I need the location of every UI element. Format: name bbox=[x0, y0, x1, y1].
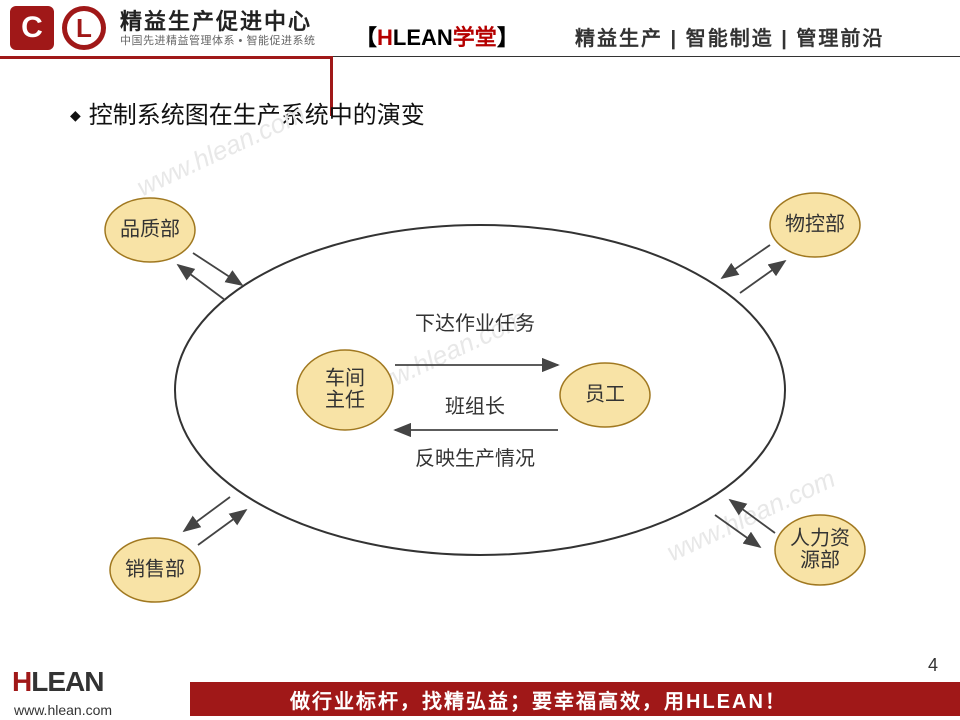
svg-text:主任: 主任 bbox=[325, 388, 365, 411]
hlean-school-label: 【HLEAN学堂】 bbox=[355, 20, 519, 52]
header-rule-right bbox=[333, 56, 960, 57]
svg-text:品质部: 品质部 bbox=[120, 217, 180, 240]
header-rule-left bbox=[0, 56, 330, 59]
page-number: 4 bbox=[928, 655, 938, 676]
school-h: H bbox=[377, 25, 393, 50]
svg-text:人力资: 人力资 bbox=[790, 526, 850, 549]
logo-ring-icon: L bbox=[62, 6, 106, 50]
bracket-open: 【 bbox=[355, 25, 377, 50]
control-system-diagram: 品质部 物控部销售部 人力资源部 车间主任 员工 下达作业任务班组长反映生产情况 bbox=[50, 145, 910, 620]
footer-logo-rest: LEAN bbox=[31, 666, 103, 697]
slide-title: 控制系统图在生产系统中的演变 bbox=[70, 95, 425, 130]
svg-text:车间: 车间 bbox=[325, 366, 365, 389]
brand-subtitle: 中国先进精益管理体系 • 智能促进系统 bbox=[120, 32, 315, 48]
footer-slogan-bar: 做行业标杆，找精弘益；要幸福高效，用HLEAN！ bbox=[190, 682, 960, 716]
footer-logo-h: H bbox=[12, 666, 31, 697]
svg-text:物控部: 物控部 bbox=[785, 212, 845, 235]
diagram-svg: 品质部 物控部销售部 人力资源部 车间主任 员工 下达作业任务班组长反映生产情况 bbox=[50, 145, 910, 620]
svg-text:下达作业任务: 下达作业任务 bbox=[415, 312, 535, 335]
svg-text:源部: 源部 bbox=[800, 548, 840, 571]
school-lean: LEAN bbox=[393, 25, 453, 50]
header: C L 精益生产促进中心 中国先进精益管理体系 • 智能促进系统 【HLEAN学… bbox=[0, 0, 960, 60]
svg-text:班组长: 班组长 bbox=[445, 395, 505, 418]
footer-slogan: 做行业标杆，找精弘益；要幸福高效，用HLEAN！ bbox=[290, 685, 787, 714]
logo-ring-letter: L bbox=[67, 11, 101, 45]
school-cn: 学堂 bbox=[453, 25, 497, 50]
footer-logo: HLEAN bbox=[12, 666, 103, 698]
bracket-close: 】 bbox=[497, 25, 519, 50]
logo-c-icon: C bbox=[10, 6, 54, 50]
svg-text:员工: 员工 bbox=[585, 383, 625, 405]
footer: 4 HLEAN www.hlean.com 做行业标杆，找精弘益；要幸福高效，用… bbox=[0, 660, 960, 720]
header-tagline: 精益生产 | 智能制造 | 管理前沿 bbox=[575, 22, 884, 51]
svg-text:销售部: 销售部 bbox=[125, 557, 185, 580]
svg-text:反映生产情况: 反映生产情况 bbox=[415, 447, 535, 470]
footer-url: www.hlean.com bbox=[14, 702, 112, 718]
